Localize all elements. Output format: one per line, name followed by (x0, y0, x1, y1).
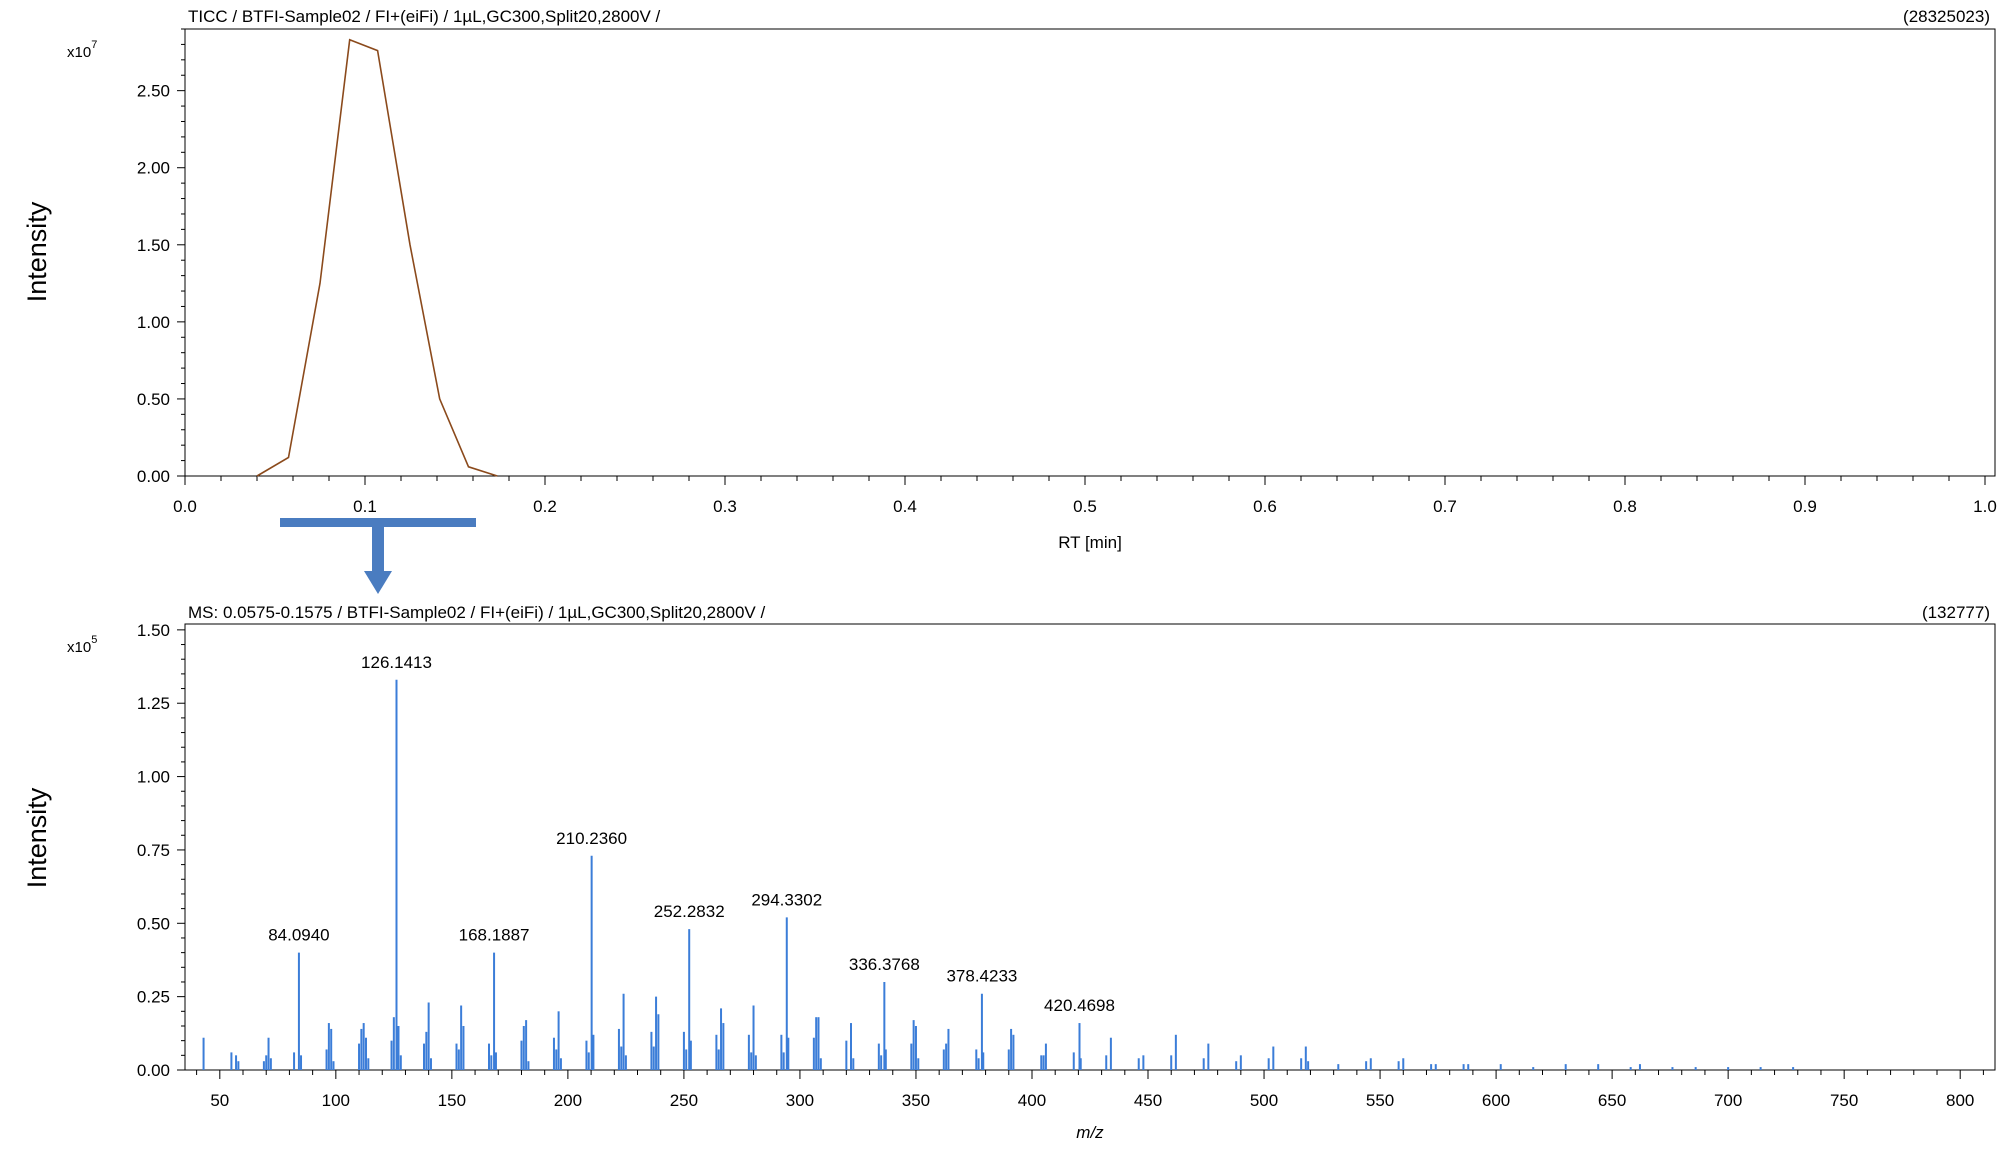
spectrum-x-axis: 50 100 150 200 250 300 350 400 450 500 550 600 650 70… (196, 1070, 1984, 1110)
spectrum-y-tick-label: 1.25 (137, 694, 170, 713)
chromatogram-x-tick-label: 0.6 (1253, 497, 1277, 516)
spectrum-x-tick-label: 550 (1366, 1091, 1394, 1110)
chromatogram-x-tick-label: 0.3 (713, 497, 737, 516)
spectrum-x-tick-label: 700 (1714, 1091, 1742, 1110)
spectrum-x-tick-label: 300 (786, 1091, 814, 1110)
chromatogram-panel: TICC / BTFI-Sample02 / FI+(eiFi) / 1µL,G… (22, 7, 1997, 552)
chromatogram-x-tick-label: 0.7 (1433, 497, 1457, 516)
spectrum-x-tick-label: 800 (1946, 1091, 1974, 1110)
chromatogram-y-axis: 0.00 0.50 1.00 1.50 2.00 2.50 (137, 28, 186, 486)
chromatogram-trace (256, 38, 498, 477)
spectrum-x-tick-label: 650 (1598, 1091, 1626, 1110)
spectrum-peak-labels: 84.0940 126.1413 168.1887 210.2360 252.2832 2… (268, 653, 1115, 1015)
chromatogram-y-tick-label: 2.00 (137, 159, 170, 178)
spectrum-x-tick-label: 500 (1250, 1091, 1278, 1110)
chromatogram-x-tick-label: 1.0 (1973, 497, 1997, 516)
chromatogram-exponent: x107 (67, 39, 97, 61)
spectrum-x-tick-label: 50 (210, 1091, 229, 1110)
spectrum-y-axis: 0.00 0.25 0.50 0.75 1.00 1.25 1.50 (137, 621, 186, 1080)
spectrum-y-tick-label: 0.00 (137, 1061, 170, 1080)
spectrum-bars (202, 679, 1795, 1070)
chromatogram-x-axis: 0.0 0.1 0.2 0.3 0.4 0.5 0.6 0.7 0.8 0.9 1.0 (173, 476, 1997, 516)
selection-range-bar (280, 518, 476, 527)
chromatogram-x-tick-label: 0.1 (353, 497, 377, 516)
chromatogram-max-intensity: (28325023) (1903, 7, 1990, 26)
spectrum-y-tick-label: 1.50 (137, 621, 170, 640)
chromatogram-x-tick-label: 0.4 (893, 497, 917, 516)
spectrum-peak-label: 210.2360 (556, 829, 627, 848)
spectrum-peak-label: 252.2832 (654, 902, 725, 921)
spectrum-x-tick-label: 350 (902, 1091, 930, 1110)
spectrum-peak-label: 168.1887 (459, 926, 530, 945)
chromatogram-x-tick-label: 0.5 (1073, 497, 1097, 516)
spectrum-x-tick-label: 250 (670, 1091, 698, 1110)
spectrum-y-tick-label: 1.00 (137, 768, 170, 787)
chromatogram-y-label: Intensity (22, 201, 52, 302)
spectrum-peak-label: 126.1413 (361, 653, 432, 672)
chromatogram-x-tick-label: 0.0 (173, 497, 197, 516)
spectrum-peak-label: 294.3302 (751, 890, 822, 909)
chromatogram-y-tick-label: 1.00 (137, 313, 170, 332)
spectrum-peak-label: 378.4233 (946, 967, 1017, 986)
spectrum-x-tick-label: 100 (322, 1091, 350, 1110)
chromatogram-x-tick-label: 0.9 (1793, 497, 1817, 516)
selection-arrow-stem (372, 527, 384, 571)
spectrum-panel: MS: 0.0575-0.1575 / BTFI-Sample02 / FI+(… (22, 603, 1996, 1142)
spectrum-y-label: Intensity (22, 787, 52, 888)
chromatogram-x-tick-label: 0.2 (533, 497, 557, 516)
spectrum-x-tick-label: 150 (438, 1091, 466, 1110)
spectrum-y-tick-label: 0.25 (137, 988, 170, 1007)
chromatogram-x-label: RT [min] (1058, 533, 1122, 552)
spectrum-header: MS: 0.0575-0.1575 / BTFI-Sample02 / FI+(… (188, 603, 765, 622)
selection-arrow (280, 518, 476, 594)
spectrum-x-tick-label: 450 (1134, 1091, 1162, 1110)
chromatogram-y-tick-label: 2.50 (137, 82, 170, 101)
spectrum-x-label: m/z (1076, 1123, 1104, 1142)
spectrum-exponent: x105 (67, 634, 97, 656)
chromatogram-x-tick-label: 0.8 (1613, 497, 1637, 516)
selection-arrow-head (364, 571, 392, 594)
chromatogram-header: TICC / BTFI-Sample02 / FI+(eiFi) / 1µL,G… (188, 7, 661, 26)
spectrum-x-tick-label: 600 (1482, 1091, 1510, 1110)
spectrum-max-intensity: (132777) (1922, 603, 1990, 622)
spectrum-x-tick-label: 400 (1018, 1091, 1046, 1110)
spectrum-peak-label: 84.0940 (268, 926, 329, 945)
spectrum-x-tick-label: 200 (554, 1091, 582, 1110)
spectrum-x-tick-label: 750 (1830, 1091, 1858, 1110)
chromatogram-plot-frame (184, 28, 1996, 477)
spectrum-peak-label: 420.4698 (1044, 996, 1115, 1015)
chromatogram-y-tick-label: 1.50 (137, 236, 170, 255)
chromatogram-y-tick-label: 0.00 (137, 467, 170, 486)
spectrum-peak-label: 336.3768 (849, 955, 920, 974)
chromatogram-y-tick-label: 0.50 (137, 390, 170, 409)
spectrum-y-tick-label: 0.75 (137, 841, 170, 860)
spectrum-y-tick-label: 0.50 (137, 914, 170, 933)
